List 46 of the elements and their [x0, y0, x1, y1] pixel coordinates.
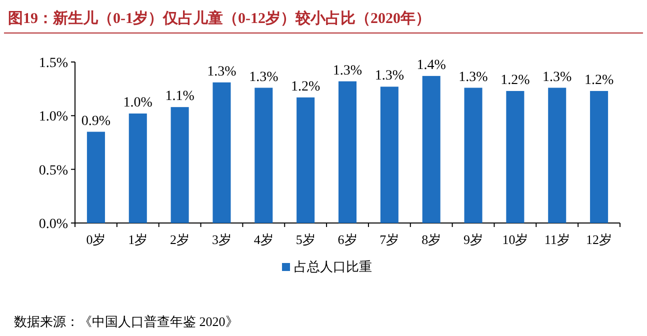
bar: [254, 88, 273, 223]
data-label: 1.3%: [332, 63, 362, 78]
data-label: 1.3%: [207, 64, 237, 80]
x-tick-label: 5岁: [296, 232, 316, 247]
data-label: 1.1%: [165, 89, 195, 104]
data-label: 1.3%: [542, 70, 572, 85]
x-tick-label: 11岁: [544, 232, 570, 247]
source-note: 数据来源：《中国人口普查年鉴 2020》: [14, 314, 238, 329]
bar: [128, 114, 147, 223]
y-tick-label: 1.0%: [38, 110, 68, 125]
bar: [338, 81, 357, 223]
chart-title: 图19：新生儿（0-1岁）仅占儿童（0-12岁）较小占比（2020年）: [8, 9, 430, 27]
bar: [86, 132, 105, 223]
bar: [506, 90, 524, 223]
data-label: 1.2%: [584, 72, 614, 88]
x-tick-label: 3岁: [212, 232, 232, 247]
bar: [548, 88, 566, 223]
data-label: 1.4%: [416, 58, 446, 73]
x-tick-label: 8岁: [422, 232, 442, 247]
x-tick-label: 2岁: [170, 232, 190, 247]
bar: [170, 107, 189, 223]
x-tick-label: 9岁: [464, 232, 484, 247]
data-label: 1.3%: [249, 70, 279, 85]
y-tick-label: 1.5%: [38, 56, 68, 71]
x-tick-label: 12岁: [586, 232, 612, 247]
x-tick-label: 10岁: [502, 232, 528, 247]
data-label: 0.9%: [81, 114, 111, 129]
bar: [590, 90, 608, 223]
bar: [422, 76, 440, 223]
x-tick-label: 7岁: [380, 232, 400, 247]
legend-label: 占总人口比重: [294, 259, 372, 274]
bar: [212, 82, 231, 223]
y-tick-label: 0.0%: [38, 217, 68, 232]
x-tick-label: 0岁: [86, 232, 106, 247]
data-label: 1.2%: [500, 72, 530, 88]
bar: [380, 86, 398, 223]
data-label: 1.0%: [123, 96, 153, 111]
x-tick-label: 6岁: [338, 232, 358, 247]
data-label: 1.3%: [458, 70, 488, 85]
y-tick-label: 0.5%: [38, 163, 68, 178]
bar: [464, 88, 482, 223]
bar: [296, 97, 315, 223]
data-label: 1.2%: [290, 79, 320, 94]
x-tick-label: 1岁: [128, 232, 148, 247]
data-label: 1.3%: [374, 68, 404, 84]
x-tick-label: 4岁: [254, 232, 274, 247]
